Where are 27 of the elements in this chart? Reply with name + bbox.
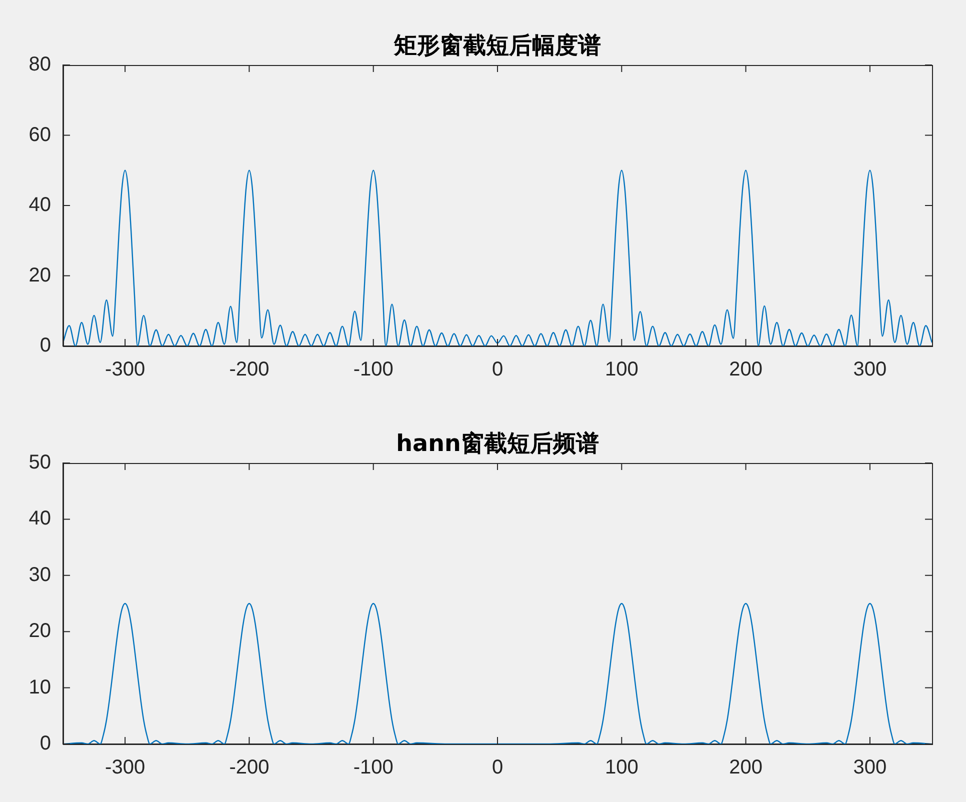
x-tick-label: -100 (353, 756, 394, 779)
y-tick-label: 60 (28, 124, 51, 146)
x-tick-label: 200 (729, 756, 762, 779)
x-tick-label: -300 (105, 756, 146, 779)
y-tick-label: 0 (40, 334, 51, 357)
x-tick-label: -200 (229, 358, 270, 381)
chart-title: 矩形窗截短后幅度谱 (393, 32, 601, 59)
chart-title: hann窗截短后频谱 (396, 430, 599, 457)
y-tick-label: 50 (28, 452, 51, 474)
x-tick-label: 100 (604, 358, 638, 381)
x-tick-label: 0 (492, 358, 504, 381)
x-tick-label: -300 (105, 358, 146, 381)
y-tick-label: 40 (28, 194, 51, 216)
y-tick-label: 20 (28, 620, 51, 642)
y-tick-label: 30 (28, 564, 51, 586)
x-tick-label: 300 (853, 358, 887, 381)
y-tick-label: 40 (28, 508, 51, 530)
y-tick-label: 10 (28, 676, 51, 698)
x-tick-label: 100 (604, 756, 638, 779)
x-tick-label: -100 (353, 358, 394, 381)
y-tick-label: 20 (28, 264, 51, 286)
x-tick-label: 0 (492, 756, 504, 779)
x-tick-label: 300 (853, 756, 887, 779)
x-tick-label: 200 (729, 358, 762, 381)
y-tick-label: 80 (28, 54, 51, 76)
x-tick-label: -200 (229, 756, 270, 779)
y-tick-label: 0 (40, 732, 51, 755)
